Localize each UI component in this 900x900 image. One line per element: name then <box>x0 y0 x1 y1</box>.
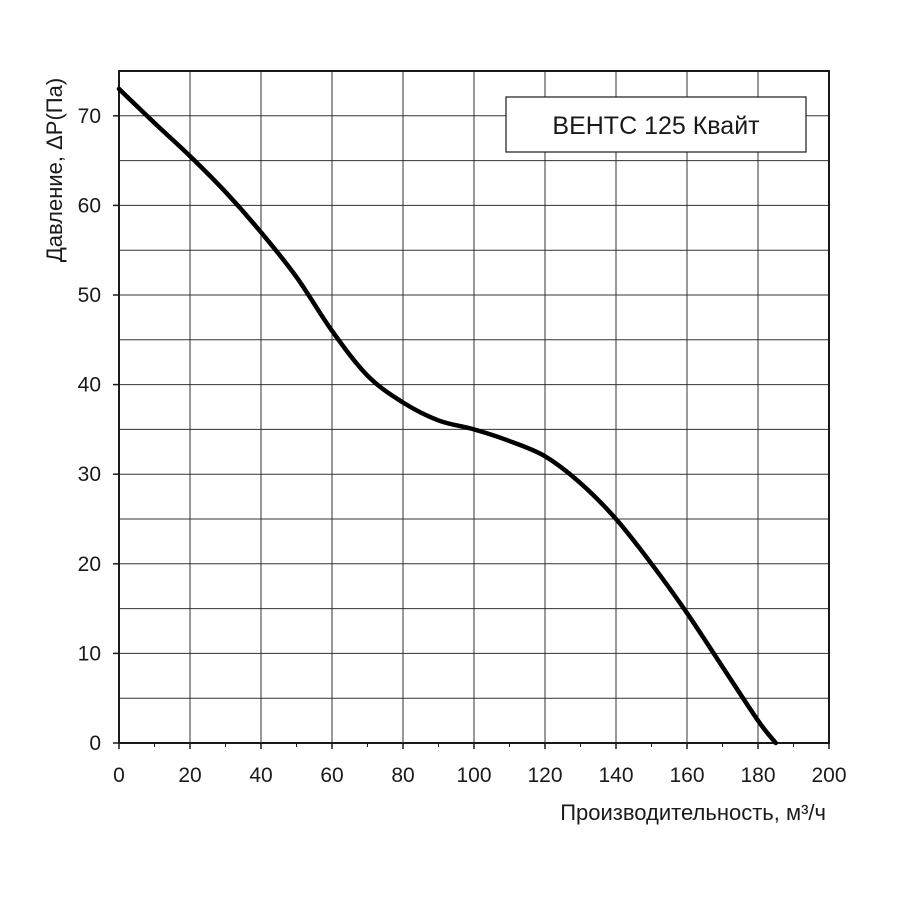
grid <box>119 71 829 743</box>
series-layer <box>116 86 778 746</box>
x-tick-label: 200 <box>811 764 846 787</box>
x-tick-label: 100 <box>456 764 491 787</box>
x-tick-label: 120 <box>527 764 562 787</box>
x-tick-label: 20 <box>178 764 201 787</box>
series-line <box>116 86 778 746</box>
y-tick-label: 70 <box>78 105 101 128</box>
x-tick-label: 40 <box>249 764 272 787</box>
y-tick-label: 40 <box>78 374 101 397</box>
x-tick-label: 160 <box>669 764 704 787</box>
x-tick-label: 80 <box>391 764 414 787</box>
y-tick-label: 0 <box>89 732 101 755</box>
y-tick-label: 50 <box>78 284 101 307</box>
y-tick-label: 30 <box>78 463 101 486</box>
y-axis-label: Давление, ΔP(Па) <box>42 78 67 262</box>
x-tick-label: 180 <box>740 764 775 787</box>
y-tick-label: 60 <box>78 194 101 217</box>
x-axis-label: Производительность, м³/ч <box>560 800 826 825</box>
legend-label: ВЕНТС 125 Квайт <box>552 112 760 140</box>
axis-ticks: 0 20 40 60 80 100 120 140 160 180 200 0 10 20 30 40 50 60… <box>78 105 847 787</box>
y-tick-label: 10 <box>78 642 101 665</box>
legend: ВЕНТС 125 Квайт <box>505 96 807 153</box>
x-tick-label: 140 <box>598 764 633 787</box>
legend-box <box>505 96 807 153</box>
y-tick-label: 20 <box>78 553 101 576</box>
x-tick-label: 60 <box>320 764 343 787</box>
x-tick-label: 0 <box>113 764 125 787</box>
